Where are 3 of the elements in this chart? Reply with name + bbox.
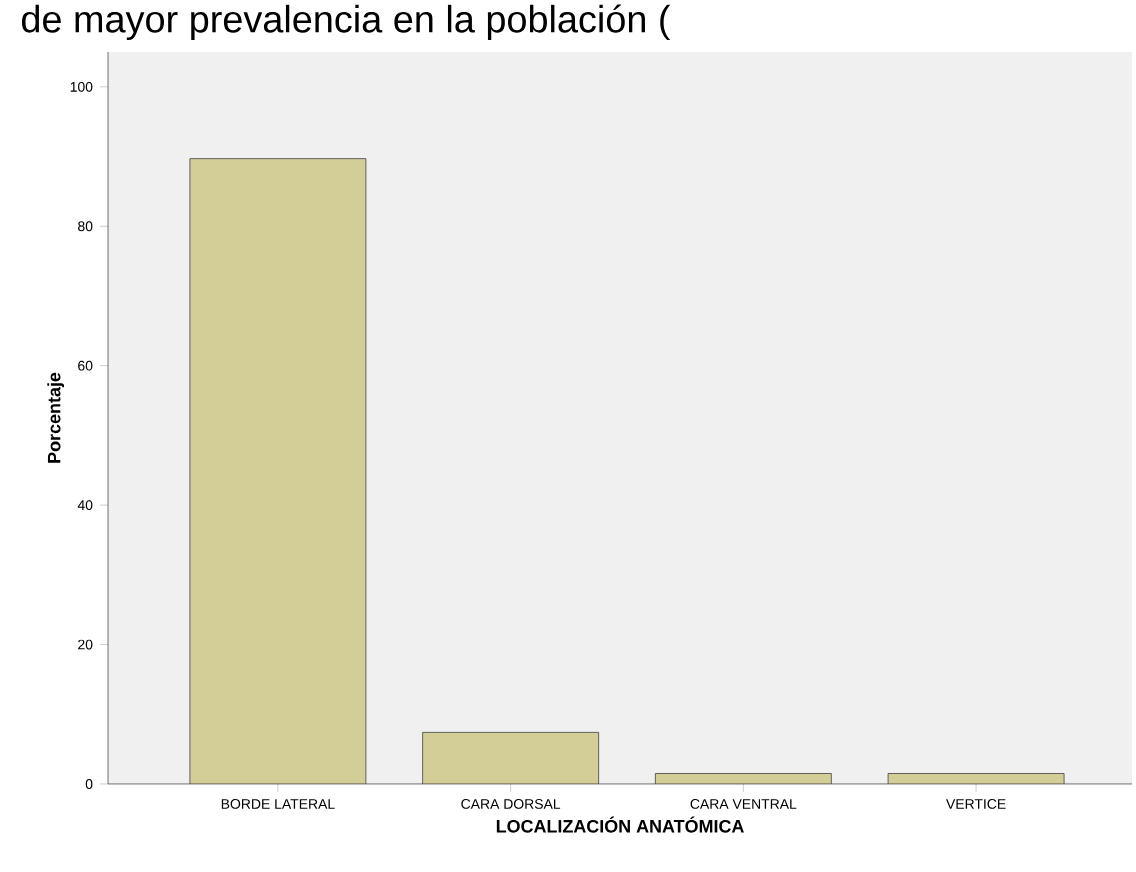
chart-title: de mayor prevalencia en la población ( bbox=[22, 4, 671, 41]
x-axis-title: LOCALIZACIÓN ANATÓMICA bbox=[496, 816, 744, 833]
y-axis-title: Porcentaje bbox=[47, 372, 65, 463]
